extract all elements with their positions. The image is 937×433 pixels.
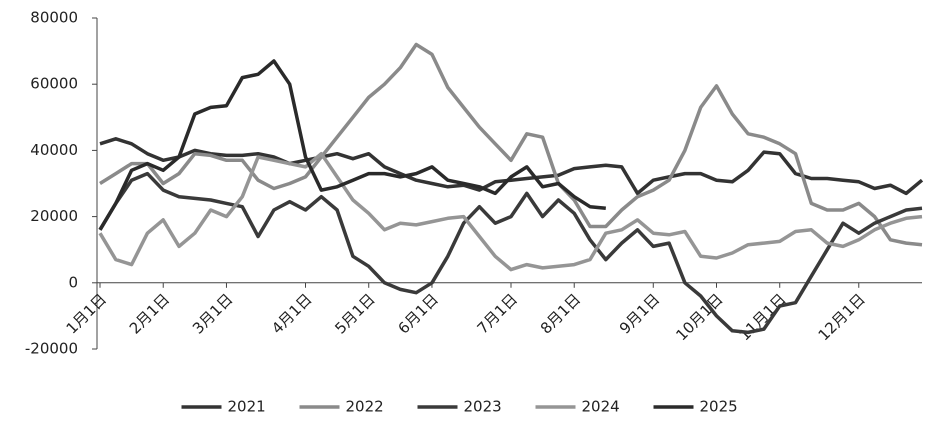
y-tick-label: -20000 (25, 340, 78, 358)
x-tick-label: 1月1日 (63, 290, 110, 337)
legend-label: 2024 (582, 398, 620, 416)
series-line (98, 59, 606, 231)
y-tick-label: 40000 (30, 141, 78, 159)
x-tick-label: 6月1日 (395, 290, 442, 337)
legend-label: 2025 (700, 398, 738, 416)
y-tick-label: 60000 (30, 75, 78, 93)
x-tick-label: 7月1日 (474, 290, 521, 337)
legend-label: 2022 (346, 398, 384, 416)
x-tick-label: 9月1日 (616, 290, 663, 337)
x-tick-label: 4月1日 (268, 290, 315, 337)
x-tick-label: 12月1日 (815, 290, 869, 344)
series-line (98, 151, 923, 272)
x-tick-label: 5月1日 (331, 290, 378, 337)
x-tick-label: 2月1日 (126, 290, 173, 337)
legend-label: 2023 (464, 398, 502, 416)
x-tick-label: 8月1日 (537, 290, 584, 337)
series-line (99, 42, 923, 247)
x-tick-label: 3月1日 (189, 290, 236, 337)
y-tick-label: 0 (68, 273, 78, 291)
legend-label: 2021 (228, 398, 266, 416)
series-line (99, 137, 924, 196)
y-tick-label: 80000 (30, 9, 78, 27)
y-tick-label: 20000 (30, 207, 78, 225)
x-tick-label: 11月1日 (736, 290, 790, 344)
